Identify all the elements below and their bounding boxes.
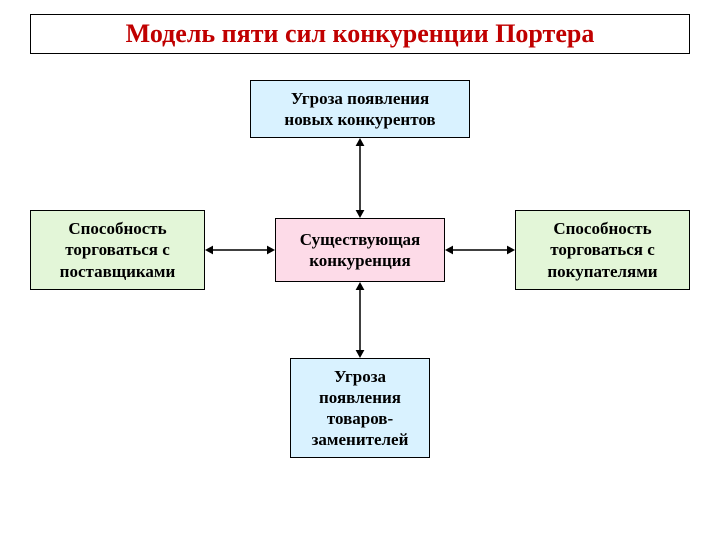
node-new-entrants-label: Угроза появленияновых конкурентов bbox=[284, 88, 435, 131]
node-substitutes: Угрозапоявлениятоваров-заменителей bbox=[290, 358, 430, 458]
node-rivalry-label: Существующаяконкуренция bbox=[300, 229, 421, 272]
node-buyers: Способностьторговаться спокупателями bbox=[515, 210, 690, 290]
node-buyers-label: Способностьторговаться спокупателями bbox=[547, 218, 657, 282]
node-rivalry: Существующаяконкуренция bbox=[275, 218, 445, 282]
title-text: Модель пяти сил конкуренции Портера bbox=[126, 18, 595, 49]
node-new-entrants: Угроза появленияновых конкурентов bbox=[250, 80, 470, 138]
node-substitutes-label: Угрозапоявлениятоваров-заменителей bbox=[312, 366, 409, 451]
node-suppliers-label: Способностьторговаться споставщиками bbox=[60, 218, 176, 282]
node-suppliers: Способностьторговаться споставщиками bbox=[30, 210, 205, 290]
page-title: Модель пяти сил конкуренции Портера bbox=[30, 14, 690, 54]
